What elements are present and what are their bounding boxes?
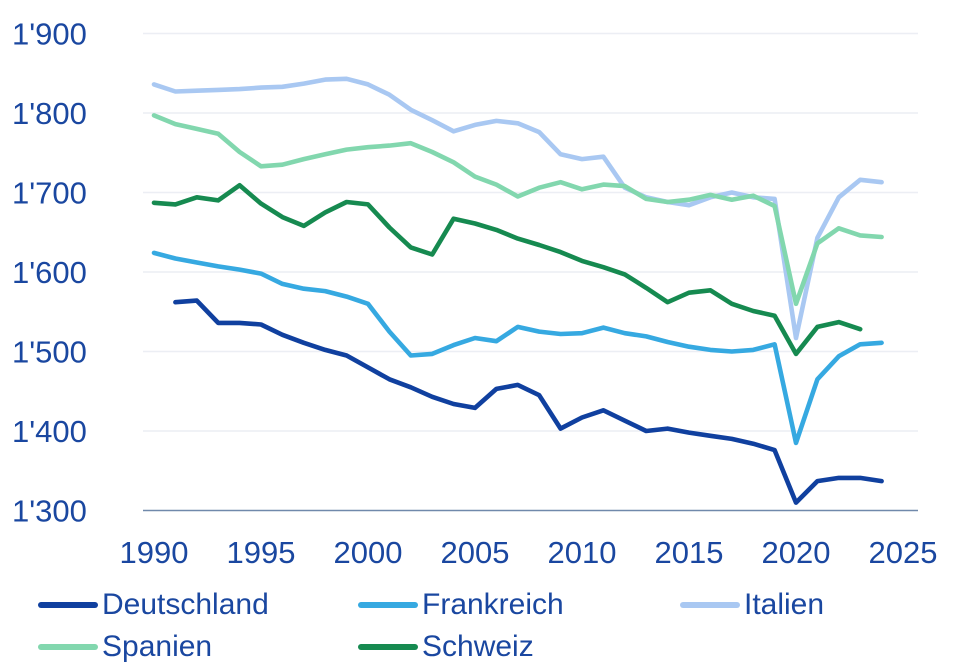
x-axis-tick-label: 2005 — [441, 535, 510, 570]
y-axis-tick-label: 1'700 — [12, 176, 87, 211]
series-line-schweiz — [151, 183, 863, 357]
y-axis-tick-label: 1'600 — [12, 255, 87, 290]
legend-label: Italien — [744, 588, 825, 621]
legend-swatch-schweiz — [358, 644, 418, 650]
x-axis-tick-label: 2025 — [869, 535, 938, 570]
y-axis-tick-label: 1'400 — [12, 414, 87, 449]
x-axis-tick-label: 1995 — [227, 535, 296, 570]
series-line-deutschland — [173, 298, 884, 505]
x-axis-tick-label: 2010 — [548, 535, 617, 570]
y-axis-tick-label: 1'300 — [12, 494, 87, 529]
legend-item-spanien: Spanien — [38, 630, 358, 664]
legend-label: Schweiz — [422, 630, 534, 663]
legend-swatch-frankreich — [358, 602, 418, 608]
legend-label: Spanien — [102, 630, 213, 663]
series-line-italien — [151, 76, 884, 341]
y-axis-tick-label: 1'500 — [12, 335, 87, 370]
legend-swatch-deutschland — [38, 602, 98, 608]
legend-item-frankreich: Frankreich — [358, 588, 680, 622]
y-axis-tick-label: 1'800 — [12, 96, 87, 131]
legend-item-deutschland: Deutschland — [38, 588, 358, 622]
x-axis-tick-label: 2015 — [655, 535, 724, 570]
legend-label: Deutschland — [102, 588, 269, 621]
series-line-frankreich — [151, 250, 884, 446]
chart-legend: Deutschland Frankreich Italien Spanien Schwe… — [0, 588, 958, 664]
y-axis-tick-label: 1'900 — [12, 17, 87, 52]
series-line-spanien — [151, 113, 884, 307]
legend-item-schweiz: Schweiz — [358, 630, 680, 664]
legend-item-italien: Italien — [680, 588, 958, 622]
legend-label: Frankreich — [422, 588, 564, 621]
legend-swatch-spanien — [38, 644, 98, 650]
x-axis-tick-label: 2020 — [762, 535, 831, 570]
chart-svg: 1'300 1'400 1'500 1'600 1'700 1'800 1'900 1990 1… — [12, 17, 938, 571]
x-axis-tick-label: 1990 — [120, 535, 189, 570]
legend-swatch-italien — [680, 602, 740, 608]
x-axis-tick-label: 2000 — [334, 535, 403, 570]
